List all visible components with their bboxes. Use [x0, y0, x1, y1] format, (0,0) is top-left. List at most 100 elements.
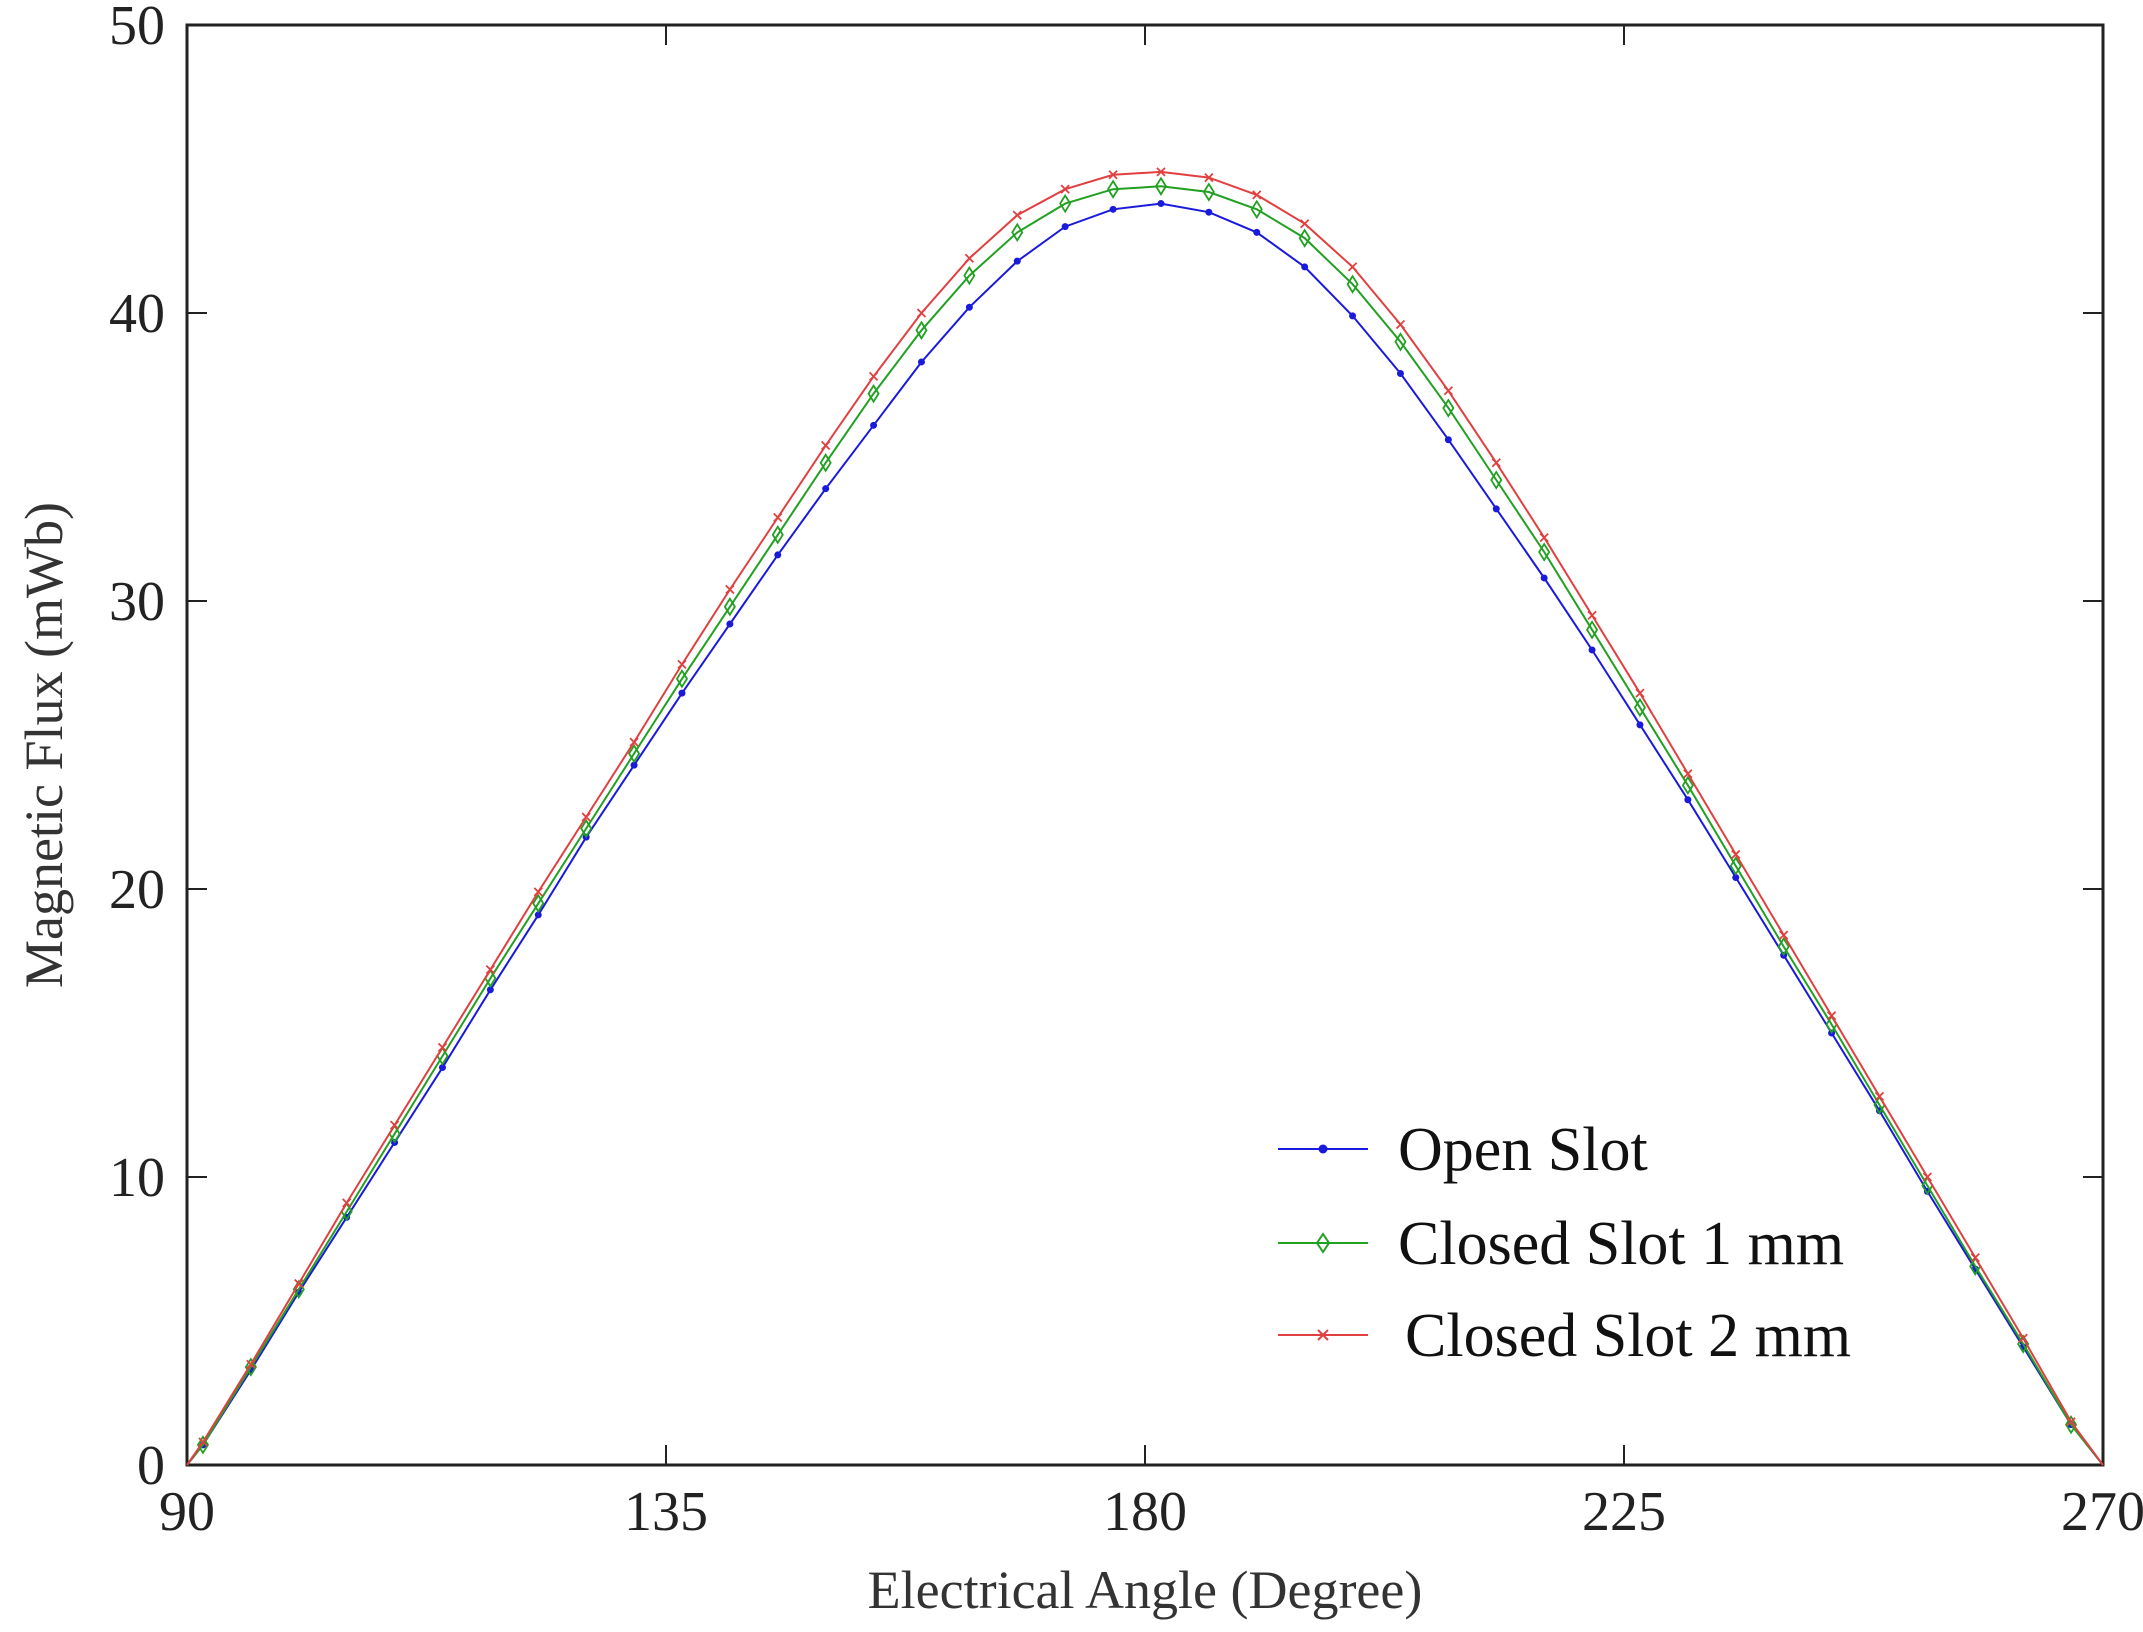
data-point — [917, 358, 925, 366]
data-point — [1538, 542, 1551, 562]
data-point — [2018, 1333, 2028, 1343]
data-point — [1300, 219, 1310, 229]
data-point — [1061, 223, 1069, 231]
data-point — [870, 421, 878, 429]
data-point — [963, 265, 976, 286]
data-point — [964, 253, 975, 263]
x-tick-label: 90 — [159, 1481, 215, 1543]
y-axis: 0 10 20 30 40 50 — [109, 0, 2103, 1497]
data-point — [1633, 697, 1647, 718]
data-point — [1874, 1091, 1885, 1101]
data-point — [294, 1278, 304, 1289]
data-point — [342, 1198, 352, 1208]
data-point — [1635, 688, 1645, 698]
data-point — [246, 1359, 256, 1369]
series-layer — [186, 167, 2104, 1466]
data-point — [1157, 200, 1165, 208]
data-point — [198, 1437, 208, 1447]
data-point — [1250, 199, 1263, 220]
data-point — [819, 453, 832, 473]
data-point — [1301, 263, 1309, 271]
data-point — [1586, 620, 1599, 640]
series-line — [186, 185, 2104, 1466]
y-tick-label: 20 — [109, 859, 165, 921]
data-point — [1587, 610, 1597, 621]
data-point — [1394, 332, 1407, 352]
legend-marker-open-slot — [1318, 1144, 1328, 1154]
x-tick-label: 225 — [1582, 1481, 1666, 1543]
data-point — [630, 761, 638, 769]
y-axis-label: Magnetic Flux (mWb) — [14, 502, 74, 988]
y-tick-label: 30 — [109, 571, 165, 633]
data-point — [1777, 936, 1790, 957]
data-point — [1154, 176, 1168, 196]
series-closed-slot-2-mm — [186, 167, 2104, 1466]
data-point — [1491, 458, 1501, 468]
data-point — [389, 1120, 400, 1130]
data-point — [1970, 1253, 1980, 1263]
series-closed-slot-1-mm — [186, 176, 2104, 1466]
data-point — [1108, 170, 1118, 180]
data-point — [771, 525, 784, 545]
data-point — [1346, 274, 1359, 294]
data-point — [1442, 398, 1455, 418]
y-tick-label: 50 — [109, 0, 165, 57]
data-point — [629, 737, 639, 747]
data-point — [867, 383, 880, 404]
data-point — [2065, 1414, 2078, 1435]
data-point — [1492, 505, 1500, 513]
data-point — [1683, 769, 1693, 779]
y-tick-label: 10 — [109, 1147, 165, 1209]
data-point — [675, 669, 689, 689]
data-point — [1636, 721, 1644, 729]
data-point — [726, 620, 734, 628]
data-point — [1443, 386, 1454, 396]
data-point — [486, 986, 494, 994]
data-point — [437, 1042, 448, 1053]
data-point — [580, 818, 593, 839]
data-point — [533, 887, 543, 897]
data-point — [774, 551, 782, 559]
data-point — [1253, 228, 1261, 236]
legend-label-closed-slot-1mm: Closed Slot 1 mm — [1398, 1210, 1844, 1278]
data-point — [1252, 190, 1262, 200]
data-point — [1298, 228, 1311, 248]
data-point — [2066, 1417, 2076, 1427]
legend-marker-closed-slot-2mm — [1317, 1329, 1329, 1341]
data-point — [1012, 210, 1022, 220]
data-point — [1204, 173, 1214, 183]
data-point — [1109, 205, 1117, 213]
x-axis-label: Electrical Angle (Degree) — [868, 1560, 1423, 1620]
data-point — [1396, 369, 1404, 377]
data-point — [725, 584, 735, 595]
data-point — [1731, 849, 1741, 860]
data-point — [773, 512, 783, 523]
data-point — [677, 659, 687, 669]
legend-label-closed-slot-2mm: Closed Slot 2 mm — [1405, 1302, 1851, 1370]
data-point — [1107, 179, 1120, 199]
legend-label-open-slot: Open Slot — [1398, 1116, 1648, 1184]
y-tick-label: 40 — [109, 283, 165, 345]
data-point — [915, 320, 928, 340]
data-point — [1732, 873, 1740, 881]
data-point — [868, 371, 879, 381]
data-point — [581, 812, 591, 822]
data-point — [1540, 574, 1548, 582]
data-point — [485, 965, 496, 975]
legend: Open Slot Closed Slot 1 mm Closed Slot 2… — [1278, 1116, 1851, 1370]
data-point — [628, 743, 641, 764]
data-point — [1395, 319, 1406, 330]
data-point — [1205, 208, 1213, 216]
data-point — [244, 1357, 257, 1377]
data-point — [965, 303, 973, 311]
data-point — [723, 597, 736, 617]
x-axis: 90 135 180 225 270 — [159, 25, 2143, 1543]
legend-marker-closed-slot-1mm — [1315, 1232, 1331, 1254]
data-point — [1202, 182, 1215, 202]
data-point — [1011, 222, 1024, 243]
data-point — [1444, 436, 1452, 444]
y-tick-label: 0 — [137, 1435, 165, 1497]
data-point — [1490, 470, 1503, 490]
series-line — [186, 202, 2104, 1466]
